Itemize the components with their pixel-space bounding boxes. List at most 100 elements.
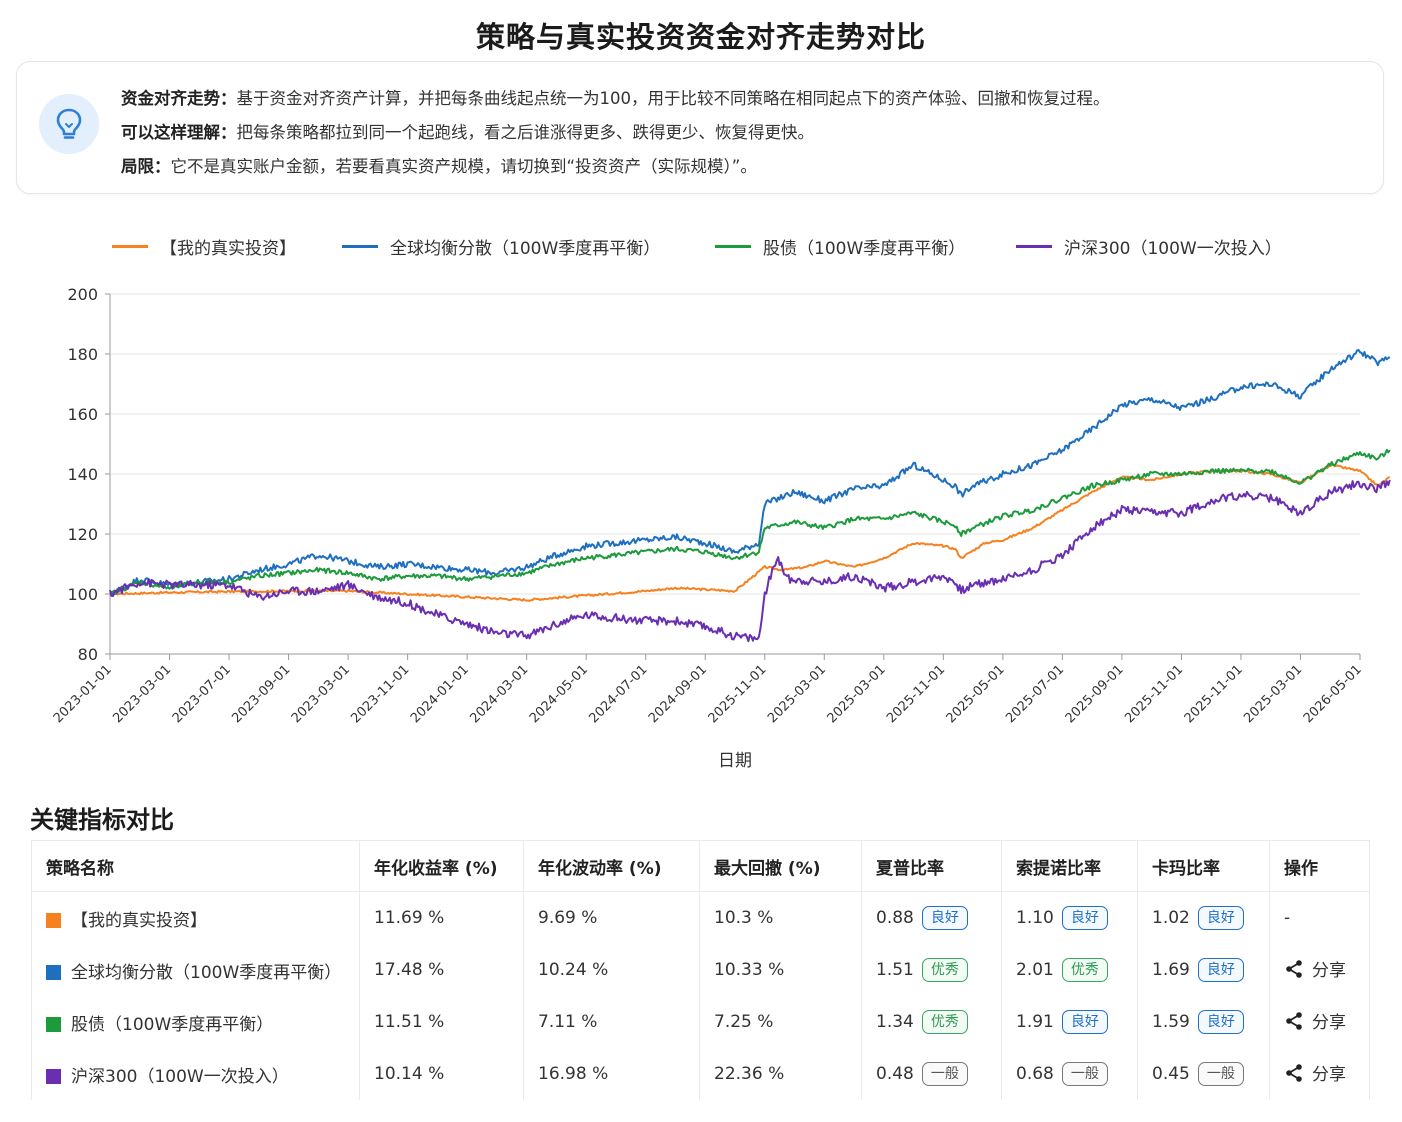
page-title: 策略与真实投资资金对齐走势对比 — [475, 20, 926, 54]
annual-return-cell: 11.69 % — [359, 891, 524, 944]
legend-item-csi300[interactable]: 沪深300（100W一次投入） — [1016, 234, 1282, 259]
strategy-name-cell: 全球均衡分散（100W季度再平衡） — [31, 944, 360, 996]
legend-item-stock-bond[interactable]: 股债（100W季度再平衡） — [715, 234, 965, 259]
share-label: 分享 — [1312, 1065, 1346, 1086]
legend-label: 沪深300（100W一次投入） — [1064, 239, 1282, 259]
x-axis-title: 日期 — [718, 751, 752, 771]
max-drawdown-cell: 7.25 % — [699, 996, 862, 1048]
share-button[interactable]: 分享 — [1284, 1008, 1346, 1033]
calmar-value: 0.45 — [1152, 1064, 1190, 1084]
header-strategy-name: 策略名称 — [31, 840, 360, 892]
action-cell: 分享 — [1269, 1048, 1370, 1100]
x-tick-label: 2023-09-01 — [229, 662, 293, 726]
x-tick-label: 2023-03-01 — [110, 662, 174, 726]
share-label: 分享 — [1312, 1013, 1346, 1034]
annual-volatility-cell: 10.24 % — [523, 944, 700, 996]
x-tick-label: 2025-11-01 — [706, 662, 770, 726]
share-button[interactable]: 分享 — [1284, 956, 1346, 981]
legend-swatch — [1016, 245, 1052, 248]
strategy-name: 【我的真实投资】 — [71, 910, 207, 931]
x-tick-label: 2025-03-01 — [1241, 662, 1305, 726]
table-row: 全球均衡分散（100W季度再平衡） 17.48 % 10.24 % 10.33 % 1.… — [31, 944, 1370, 996]
x-tick-label: 2025-07-01 — [1003, 662, 1067, 726]
calmar-cell: 1.02 良好 — [1137, 891, 1270, 944]
sortino-rating-badge: 良好 — [1061, 906, 1108, 930]
sortino-rating-badge: 优秀 — [1061, 958, 1108, 982]
sharpe-rating-badge: 良好 — [921, 906, 968, 930]
header-annual-volatility: 年化波动率 (%) — [523, 840, 700, 892]
header-max-drawdown: 最大回撤 (%) — [699, 840, 862, 892]
sharpe-rating-badge: 优秀 — [921, 958, 968, 982]
y-tick-label: 140 — [67, 465, 98, 484]
annual-return-cell: 11.51 % — [359, 996, 524, 1048]
legend-item-my-investment[interactable]: 【我的真实投资】 — [112, 234, 296, 259]
strategy-name-cell: 【我的真实投资】 — [31, 891, 360, 944]
sortino-value: 2.01 — [1016, 960, 1054, 980]
action-placeholder: - — [1284, 908, 1291, 928]
annual-volatility-cell: 9.69 % — [523, 891, 700, 944]
strategy-name: 全球均衡分散（100W季度再平衡） — [71, 962, 342, 983]
calmar-rating-badge: 良好 — [1197, 906, 1244, 930]
legend-swatch — [715, 245, 751, 248]
info-line-limitation: 局限：它不是真实账户金额，若要看真实资产规模，请切换到“投资资产（实际规模）”。 — [121, 157, 757, 176]
table-row: 沪深300（100W一次投入） 10.14 % 16.98 % 22.36 % 0.48… — [31, 1048, 1370, 1100]
info-line-understanding: 可以这样理解：把每条策略都拉到同一个起跑线，看之后谁涨得更多、跌得更少、恢复得更… — [121, 123, 814, 142]
action-cell: 分享 — [1269, 996, 1370, 1048]
info-line-definition: 资金对齐走势：基于资金对齐资产计算，并把每条曲线起点统一为100，用于比较不同策… — [121, 89, 1110, 108]
x-tick-label: 2023-03-01 — [289, 662, 353, 726]
sortino-cell: 2.01 优秀 — [1001, 944, 1138, 996]
calmar-cell: 1.69 良好 — [1137, 944, 1270, 996]
annual-return-cell: 17.48 % — [359, 944, 524, 996]
legend-label: 全球均衡分散（100W季度再平衡） — [390, 239, 661, 259]
x-tick-label: 2023-11-01 — [348, 662, 412, 726]
sharpe-rating-badge: 优秀 — [921, 1010, 968, 1034]
sortino-cell: 1.91 良好 — [1001, 996, 1138, 1048]
sharpe-cell: 1.51 优秀 — [861, 944, 1002, 996]
x-tick-label: 2025-11-01 — [1182, 662, 1246, 726]
header-action: 操作 — [1269, 840, 1370, 892]
x-tick-label: 2024-07-01 — [587, 662, 651, 726]
header-calmar: 卡玛比率 — [1137, 840, 1270, 892]
legend-label: 【我的真实投资】 — [160, 239, 296, 259]
calmar-rating-badge: 良好 — [1197, 1010, 1244, 1034]
sortino-rating-badge: 一般 — [1061, 1062, 1108, 1086]
info-card: 资金对齐走势：基于资金对齐资产计算，并把每条曲线起点统一为100，用于比较不同策… — [16, 61, 1384, 194]
annual-volatility-cell: 16.98 % — [523, 1048, 700, 1100]
legend-item-global-balanced[interactable]: 全球均衡分散（100W季度再平衡） — [342, 234, 660, 259]
x-tick-label: 2025-09-01 — [1063, 662, 1127, 726]
series-color-swatch — [46, 1016, 61, 1032]
max-drawdown-cell: 10.33 % — [699, 944, 862, 996]
sharpe-cell: 1.34 优秀 — [861, 996, 1002, 1048]
legend-swatch — [342, 245, 378, 248]
calmar-cell: 0.45 一般 — [1137, 1048, 1270, 1100]
action-cell: - — [1269, 891, 1370, 944]
y-tick-label: 120 — [67, 525, 98, 544]
calmar-rating-badge: 良好 — [1197, 958, 1244, 982]
sharpe-value: 0.48 — [876, 1064, 914, 1084]
sortino-value: 1.91 — [1016, 1012, 1054, 1032]
max-drawdown-cell: 10.3 % — [699, 891, 862, 944]
annual-return-cell: 10.14 % — [359, 1048, 524, 1100]
x-tick-label: 2025-11-01 — [1122, 662, 1186, 726]
header-sharpe: 夏普比率 — [861, 840, 1002, 892]
y-tick-label: 160 — [67, 405, 98, 424]
strategy-name-cell: 沪深300（100W一次投入） — [31, 1048, 360, 1100]
strategy-name: 沪深300（100W一次投入） — [71, 1066, 289, 1087]
sortino-cell: 0.68 一般 — [1001, 1048, 1138, 1100]
x-tick-label: 2024-05-01 — [527, 662, 591, 726]
metrics-section-title: 关键指标对比 — [30, 806, 174, 834]
header-annual-return: 年化收益率 (%) — [359, 840, 524, 892]
table-row: 股债（100W季度再平衡） 11.51 % 7.11 % 7.25 % 1.34 优秀 1.… — [31, 996, 1370, 1048]
series-color-swatch — [46, 912, 61, 928]
share-label: 分享 — [1312, 961, 1346, 982]
max-drawdown-cell: 22.36 % — [699, 1048, 862, 1100]
metrics-table: 策略名称 年化收益率 (%) 年化波动率 (%) 最大回撤 (%) 夏普比率 索… — [31, 840, 1370, 1100]
calmar-value: 1.59 — [1152, 1012, 1190, 1032]
series-line — [109, 448, 1391, 595]
share-button[interactable]: 分享 — [1284, 1060, 1346, 1085]
legend-swatch — [112, 245, 148, 248]
table-row: 【我的真实投资】 11.69 % 9.69 % 10.3 % 0.88 良好 1.10 良好 1… — [31, 891, 1370, 944]
chart-legend: 【我的真实投资】 全球均衡分散（100W季度再平衡） 股债（100W季度再平衡）… — [0, 234, 1402, 262]
sharpe-cell: 0.88 良好 — [861, 891, 1002, 944]
x-tick-label: 2024-03-01 — [467, 662, 531, 726]
